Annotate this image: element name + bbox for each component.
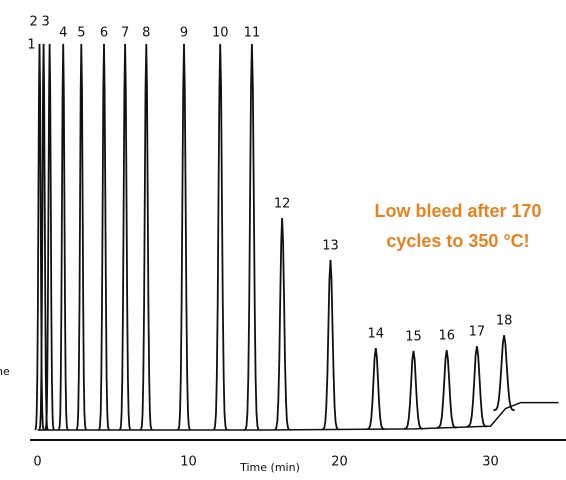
peak: [493, 335, 515, 412]
peak: [366, 347, 385, 430]
peak: [75, 43, 87, 431]
peak-label: 10: [212, 26, 229, 41]
peak: [404, 350, 423, 430]
annotation: cycles to 350 °C!: [386, 231, 529, 251]
peak: [139, 43, 153, 431]
peak-label: 13: [322, 238, 339, 253]
peak-label: 1: [27, 38, 35, 53]
side-label: ne: [0, 365, 10, 378]
peak-label: 16: [438, 329, 455, 344]
peak: [244, 43, 260, 431]
peak: [436, 349, 457, 429]
peak-label: 6: [100, 26, 108, 41]
x-tick-label: 0: [33, 455, 41, 470]
peak: [98, 43, 110, 431]
x-axis-label: Time (min): [239, 461, 300, 474]
baseline-trace: [37, 401, 559, 431]
peak-label: 3: [41, 15, 49, 30]
peak-label: 18: [496, 314, 513, 329]
peak-label: 14: [367, 327, 384, 342]
peak-label: 15: [405, 329, 422, 344]
peak: [177, 43, 191, 431]
peak: [44, 43, 55, 431]
peak-label: 4: [59, 26, 67, 41]
peak-label: 5: [77, 26, 85, 41]
peak-label: 9: [180, 26, 188, 41]
peak-label: 17: [469, 325, 486, 340]
peak: [34, 43, 45, 431]
peak: [212, 43, 228, 431]
x-tick-label: 20: [331, 455, 348, 470]
peak: [118, 43, 132, 431]
peak-label: 12: [274, 196, 291, 211]
peak: [466, 346, 488, 428]
peak-label: 7: [121, 26, 129, 41]
peak-label: 8: [142, 26, 150, 41]
peak: [57, 43, 69, 431]
peak-label: 11: [244, 26, 261, 41]
peak: [274, 217, 291, 431]
x-tick-label: 10: [180, 455, 197, 470]
x-tick-label: 30: [482, 455, 499, 470]
peak-label: 2: [29, 15, 37, 30]
peak: [321, 259, 339, 431]
annotation: Low bleed after 170: [374, 201, 541, 221]
